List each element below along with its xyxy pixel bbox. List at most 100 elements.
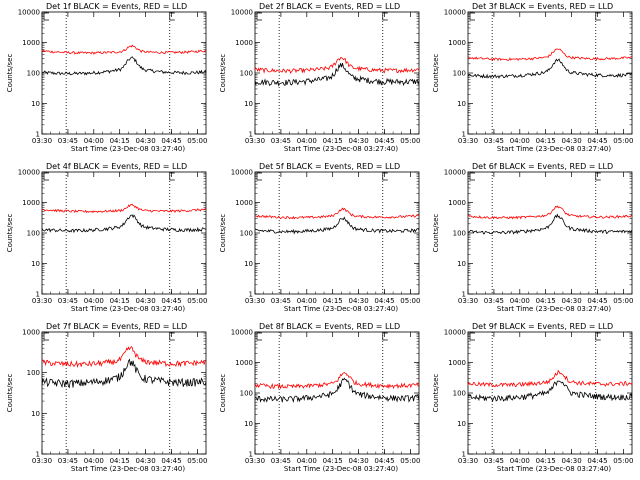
- x-tick-label: 03:30: [32, 297, 52, 305]
- x-tick-label: 05:00: [400, 137, 420, 145]
- x-tick-label: 05:00: [613, 457, 633, 465]
- x-tick-label: 04:45: [161, 297, 181, 305]
- y-tick-label: 1: [249, 451, 253, 459]
- lld-series-line: [254, 57, 420, 74]
- panel-5: Det 5f BLACK = Events, RED = LLD 1 10 100 10…: [219, 162, 420, 313]
- interval-bracket: [256, 172, 262, 181]
- events-series-line: [41, 358, 207, 389]
- y-tick-label: 100: [27, 369, 40, 377]
- y-tick-label: 1000: [235, 359, 253, 367]
- x-tick-label: 04:45: [161, 457, 181, 465]
- panel-title: Det 6f BLACK = Events, RED = LLD: [472, 162, 613, 171]
- y-tick-label: 10000: [18, 9, 40, 17]
- y-tick-label: 1: [462, 451, 466, 459]
- interval-bracket: [169, 12, 175, 21]
- x-tick-label: 04:45: [374, 297, 394, 305]
- panel-6: Det 6f BLACK = Events, RED = LLD 1 10 100 10…: [432, 162, 633, 313]
- x-axis-label: Start Time (23-Dec-08 03:27:40): [497, 305, 611, 313]
- plot-frame: [254, 331, 420, 455]
- x-tick-label: 04:45: [161, 137, 181, 145]
- x-tick-label: 04:30: [348, 297, 368, 305]
- y-axis-label: Counts/sec: [6, 54, 14, 93]
- x-tick-label: 04:45: [374, 137, 394, 145]
- y-tick-label: 1: [36, 451, 40, 459]
- interval-bracket: [43, 12, 49, 21]
- plot-frame: [41, 171, 207, 295]
- y-tick-label: 10: [31, 260, 40, 268]
- y-axis-label: Counts/sec: [6, 214, 14, 253]
- y-axis-label: Counts/sec: [432, 374, 440, 413]
- y-tick-label: 100: [453, 390, 466, 398]
- y-axis-label: Counts/sec: [219, 54, 227, 93]
- x-axis-label: Start Time (23-Dec-08 03:27:40): [284, 305, 398, 313]
- plot-frame: [467, 11, 633, 135]
- y-tick-label: 10000: [444, 9, 466, 17]
- interval-bracket: [382, 332, 388, 341]
- x-tick-label: 04:15: [110, 457, 130, 465]
- x-tick-label: 03:30: [458, 457, 478, 465]
- x-tick-label: 04:45: [374, 457, 394, 465]
- x-axis-label: Start Time (23-Dec-08 03:27:40): [71, 305, 185, 313]
- x-tick-label: 03:30: [32, 137, 52, 145]
- panel-title: Det 9f BLACK = Events, RED = LLD: [472, 322, 613, 331]
- x-tick-label: 05:00: [400, 457, 420, 465]
- x-tick-label: 04:30: [135, 137, 155, 145]
- y-axis-label: Counts/sec: [219, 214, 227, 253]
- x-tick-label: 04:30: [561, 457, 581, 465]
- y-tick-label: 1000: [448, 39, 466, 47]
- x-tick-label: 05:00: [187, 297, 207, 305]
- y-tick-label: 10000: [444, 169, 466, 177]
- y-tick-label: 100: [27, 70, 40, 78]
- y-tick-label: 100: [27, 230, 40, 238]
- interval-bracket: [256, 12, 262, 21]
- y-tick-label: 1000: [448, 359, 466, 367]
- panel-7: Det 7f BLACK = Events, RED = LLD 1 10 100 10…: [6, 322, 207, 473]
- y-tick-label: 1000: [22, 199, 40, 207]
- panel-title: Det 2f BLACK = Events, RED = LLD: [259, 2, 400, 11]
- y-tick-label: 1000: [22, 39, 40, 47]
- x-tick-label: 03:45: [58, 297, 78, 305]
- panel-title: Det 5f BLACK = Events, RED = LLD: [259, 162, 400, 171]
- y-tick-label: 10: [244, 420, 253, 428]
- y-axis-label: Counts/sec: [219, 374, 227, 413]
- x-axis-label: Start Time (23-Dec-08 03:27:40): [71, 465, 185, 473]
- y-tick-label: 10000: [231, 169, 253, 177]
- x-tick-label: 04:15: [110, 137, 130, 145]
- y-tick-label: 10000: [231, 329, 253, 337]
- x-tick-label: 03:30: [32, 457, 52, 465]
- x-tick-label: 04:15: [323, 137, 343, 145]
- x-tick-label: 04:30: [561, 297, 581, 305]
- x-tick-label: 03:45: [271, 457, 291, 465]
- x-tick-label: 04:00: [84, 297, 104, 305]
- x-tick-label: 04:15: [536, 297, 556, 305]
- panel-4: Det 4f BLACK = Events, RED = LLD 1 10 100 10…: [6, 162, 207, 313]
- interval-bracket: [169, 172, 175, 181]
- x-tick-label: 04:30: [348, 457, 368, 465]
- x-tick-label: 04:15: [323, 457, 343, 465]
- y-axis-label: Counts/sec: [432, 54, 440, 93]
- x-tick-label: 03:45: [58, 137, 78, 145]
- plot-frame: [467, 331, 633, 455]
- plot-frame: [41, 331, 207, 455]
- x-tick-label: 05:00: [187, 137, 207, 145]
- x-tick-label: 04:00: [84, 457, 104, 465]
- y-tick-label: 100: [453, 70, 466, 78]
- x-tick-label: 04:00: [510, 457, 530, 465]
- panel-2: Det 2f BLACK = Events, RED = LLD 1 10 100 10…: [219, 2, 420, 153]
- panel-9: Det 9f BLACK = Events, RED = LLD 1 10 100 10…: [432, 322, 633, 473]
- x-tick-label: 05:00: [613, 137, 633, 145]
- interval-bracket: [469, 172, 475, 181]
- y-tick-label: 1: [462, 291, 466, 299]
- y-tick-label: 10: [31, 100, 40, 108]
- x-tick-label: 04:00: [297, 297, 317, 305]
- x-tick-label: 03:45: [271, 137, 291, 145]
- interval-bracket: [256, 332, 262, 341]
- interval-bracket: [43, 332, 49, 341]
- panel-title: Det 4f BLACK = Events, RED = LLD: [46, 162, 187, 171]
- events-series-line: [254, 216, 420, 235]
- y-tick-label: 1000: [235, 39, 253, 47]
- x-tick-label: 03:30: [245, 137, 265, 145]
- x-axis-label: Start Time (23-Dec-08 03:27:40): [497, 145, 611, 153]
- y-tick-label: 100: [240, 390, 253, 398]
- y-tick-label: 10000: [444, 329, 466, 337]
